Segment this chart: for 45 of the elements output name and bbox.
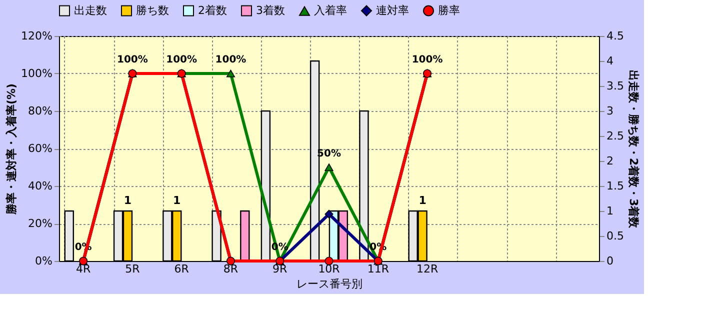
legend-label: 勝ち数: [136, 4, 169, 17]
y2-tick-label: 0: [606, 254, 614, 268]
y-tick-label: 0%: [35, 254, 52, 268]
x-tick-label: 6R: [174, 262, 190, 276]
data-label: 100%: [412, 54, 443, 66]
x-tick-label: 5R: [125, 262, 140, 276]
y-tick-label: 80%: [28, 104, 52, 118]
legend-label: 入着率: [314, 4, 347, 18]
x-tick-label: 11R: [367, 262, 390, 276]
y2-tick-label: 2: [606, 154, 614, 168]
y-tick-label: 60%: [28, 142, 52, 155]
data-label: 100%: [166, 54, 198, 66]
y2-tick-label: 2.5: [606, 130, 624, 142]
legend-label: 勝率: [438, 4, 460, 17]
y-tick-label: 100%: [21, 67, 52, 80]
y2-tick-label: 4.5: [606, 30, 624, 42]
data-label: 1: [173, 194, 181, 207]
y-tick-label: 40%: [28, 180, 52, 192]
y2-tick-label: 0.5: [606, 230, 624, 242]
y-tick-label: 120%: [21, 30, 52, 42]
legend-label: 出走数: [74, 4, 107, 17]
x-tick-label: 9R: [272, 262, 288, 276]
legend-label: 2着数: [198, 4, 227, 17]
point: [226, 70, 235, 78]
y2-tick-label: 1: [606, 204, 614, 218]
legend-label: 3着数: [256, 4, 285, 17]
y-tick-label: 20%: [28, 217, 52, 230]
x-tick-label: 10R: [318, 262, 340, 276]
point: [324, 210, 334, 218]
data-label: 1: [418, 194, 426, 207]
y2-axis-title: 出走数・勝ち数・2着数・3着数: [626, 70, 640, 230]
y2-tick-label: 1.5: [606, 180, 624, 192]
point: [324, 163, 334, 172]
x-tick-label: 8R: [223, 262, 238, 276]
data-label: 100%: [215, 54, 246, 66]
y2-tick-label: 4: [606, 54, 614, 68]
x-tick-label: 4R: [76, 262, 91, 276]
y-axis-title: 勝率・連対率・入着率(%): [5, 83, 18, 216]
data-label: 1: [124, 194, 132, 207]
x-tick-label: 12R: [416, 262, 438, 276]
data-label: 100%: [117, 54, 148, 66]
x-axis-title: レース番号別: [296, 278, 362, 290]
y2-tick-label: 3.5: [606, 80, 624, 92]
legend-label: 連対率: [376, 4, 409, 17]
y2-tick-label: 3: [606, 104, 614, 118]
